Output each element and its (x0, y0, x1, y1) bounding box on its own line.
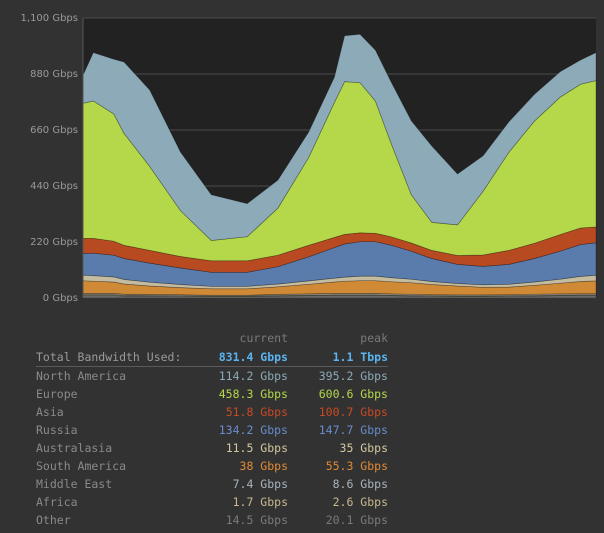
region-label: Australasia (36, 441, 113, 455)
region-peak: 20.1 Gbps (325, 513, 388, 527)
region-current: 14.5 Gbps (225, 513, 288, 527)
region-current: 51.8 Gbps (225, 405, 288, 419)
table-row: Asia 51.8 Gbps 100.7 Gbps (36, 403, 388, 421)
region-current: 7.4 Gbps (232, 477, 288, 491)
table-row: South America 38 Gbps 55.3 Gbps (36, 457, 388, 475)
table-row: Europe 458.3 Gbps 600.6 Gbps (36, 385, 388, 403)
region-peak: 100.7 Gbps (318, 405, 388, 419)
y-tick-label: 660 Gbps (30, 125, 78, 136)
y-tick-label: 880 Gbps (30, 69, 78, 80)
total-row: Total Bandwidth Used: 831.4 Gbps 1.1 Tbp… (36, 347, 388, 367)
table-row: North America 114.2 Gbps 395.2 Gbps (36, 367, 388, 385)
region-label: Europe (36, 387, 78, 401)
region-current: 134.2 Gbps (218, 423, 288, 437)
y-tick-label: 1,100 Gbps (21, 13, 78, 24)
region-label: South America (36, 459, 127, 473)
region-rows: North America 114.2 Gbps 395.2 Gbps Europe 4… (36, 367, 388, 529)
stacked-area-chart: 1,100 Gbps 880 Gbps 660 Gbps 440 Gbps 220 Gb… (21, 13, 597, 304)
y-tick-label: 440 Gbps (30, 181, 78, 192)
y-tick-label: 220 Gbps (30, 237, 78, 248)
region-peak: 35 Gbps (339, 441, 388, 455)
region-peak: 55.3 Gbps (325, 459, 388, 473)
region-peak: 600.6 Gbps (318, 387, 388, 401)
area-series-north-america (82, 33, 597, 241)
total-label: Total Bandwidth Used: (36, 349, 182, 364)
col-current-header: current (239, 331, 288, 345)
region-current: 458.3 Gbps (218, 387, 288, 401)
table-row: Other 14.5 Gbps 20.1 Gbps (36, 511, 388, 529)
total-current: 831.4 Gbps (218, 349, 288, 364)
table-row: Russia 134.2 Gbps 147.7 Gbps (36, 421, 388, 439)
region-label: Africa (36, 495, 78, 509)
region-peak: 147.7 Gbps (318, 423, 388, 437)
region-current: 38 Gbps (239, 459, 288, 473)
region-label: North America (36, 369, 127, 383)
region-label: Russia (36, 423, 78, 437)
region-peak: 395.2 Gbps (318, 369, 388, 383)
region-label: Middle East (36, 477, 113, 491)
region-peak: 2.6 Gbps (332, 495, 388, 509)
y-tick-label: 0 Gbps (43, 293, 78, 304)
bandwidth-table: current peak Total Bandwidth Used: 831.4… (36, 329, 388, 529)
region-current: 11.5 Gbps (225, 441, 288, 455)
table-header: current peak (36, 329, 388, 347)
table-row: Middle East 7.4 Gbps 8.6 Gbps (36, 475, 388, 493)
region-current: 114.2 Gbps (218, 369, 288, 383)
region-current: 1.7 Gbps (232, 495, 288, 509)
table-row: Australasia 11.5 Gbps 35 Gbps (36, 439, 388, 457)
region-label: Asia (36, 405, 64, 419)
bandwidth-chart: 1,100 Gbps 880 Gbps 660 Gbps 440 Gbps 220 Gb… (21, 13, 597, 304)
region-label: Other (36, 513, 71, 527)
region-peak: 8.6 Gbps (332, 477, 388, 491)
table-row: Africa 1.7 Gbps 2.6 Gbps (36, 493, 388, 511)
col-peak-header: peak (360, 331, 388, 345)
total-peak: 1.1 Tbps (332, 349, 388, 364)
